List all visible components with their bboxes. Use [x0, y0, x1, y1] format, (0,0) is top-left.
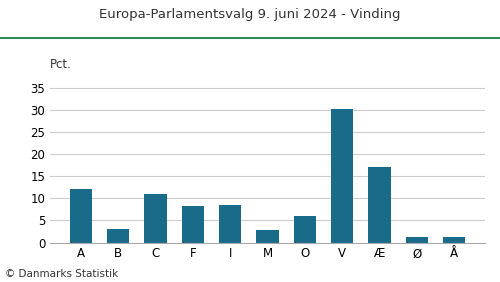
Bar [406, 237, 428, 243]
Text: Europa-Parlamentsvalg 9. juni 2024 - Vinding: Europa-Parlamentsvalg 9. juni 2024 - Vin… [99, 8, 401, 21]
Bar [256, 230, 278, 243]
Bar [443, 237, 465, 243]
Text: © Danmarks Statistik: © Danmarks Statistik [5, 269, 118, 279]
Bar [294, 215, 316, 243]
Bar [368, 168, 390, 243]
Bar [70, 190, 92, 243]
Bar [182, 206, 204, 243]
Bar [144, 194, 167, 243]
Bar [331, 109, 353, 243]
Bar [107, 229, 130, 243]
Text: Pct.: Pct. [50, 58, 72, 71]
Bar [219, 205, 242, 243]
